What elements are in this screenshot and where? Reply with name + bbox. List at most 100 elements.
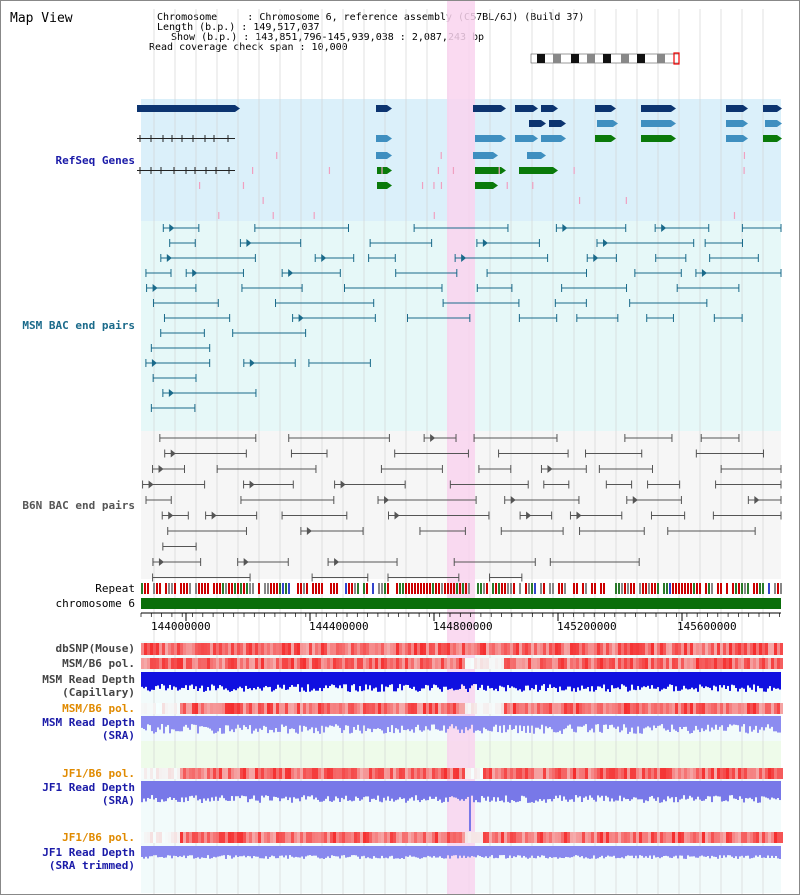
b6n-bac-pair-arrow [243,558,249,566]
jf1-depth-sra-bar [707,781,709,797]
msm-pol-heat [585,658,588,669]
jf1-depth-trim-bar [587,846,589,859]
jf1-pol-heat [429,768,432,779]
msm-depth-capillary-bar [671,672,673,685]
msm-pol-heat [192,658,195,669]
jf1-depth-trim-bar [227,846,229,856]
repeat-element [435,583,437,594]
msm-pol-heat [243,658,246,669]
msm-depth-capillary-bar [449,672,451,690]
msm-depth-sra-bar [271,716,273,730]
msm-pol-heat [423,658,426,669]
msm-pol-heat [345,658,348,669]
jf1-depth-trim-bar [669,846,671,858]
jf1-depth-trim-bar [559,846,561,858]
repeat-element [219,583,221,594]
msm-pol-heat [729,658,732,669]
jf1-depth-sra-bar [441,781,443,803]
msm-depth-sra-bar [543,716,545,734]
jf1-pol2-heat [435,832,438,843]
jf1-depth-trim-bar [215,846,217,858]
dbsnp-heat [375,643,378,655]
jf1-depth-sra-bar [609,781,611,802]
msm-depth-capillary-bar [189,672,191,686]
jf1-pol2-heat [567,832,570,843]
jf1-depth-trim-bar [749,846,751,859]
jf1-pol2-heat [696,832,699,843]
jf1-pol-heat [375,768,378,779]
b6n-bac-label[interactable]: B6N BAC end pairs [22,499,135,512]
jf1-depth-sra-bar [379,781,381,802]
msm-depth-capillary-bar [485,672,487,691]
msm-depth-sra-bar [629,716,631,732]
jf1-pol2-heat [585,832,588,843]
msm-depth-sra-bar [195,716,197,725]
msm-pol2-heat [219,703,222,714]
jf1-pol-heat [540,768,543,779]
msm-bac-pair-arrow [321,254,327,262]
jf1-depth-sra-bar [303,781,305,796]
jf1-pol2-heat [693,832,696,843]
msm-depth-capillary-bar [681,672,683,690]
jf1-depth-trim-bar [653,846,655,856]
jf1-depth-trim-bar [535,846,537,859]
msm-pol2-heat [432,703,435,714]
msm-depth-capillary-bar [571,672,573,692]
jf1-pol-heat [402,768,405,779]
msm-pol-heat [378,658,381,669]
jf1-depth-sra-bar [503,781,505,803]
dbsnp-heat [729,643,732,655]
jf1-depth-trim-bar [443,846,445,859]
msm-depth-capillary-bar [347,672,349,692]
dbsnp-heat [588,643,591,655]
gene-strand-arrow [777,105,782,112]
jf1-depth-trim-bar [331,846,333,856]
msm-depth-capillary-bar [143,672,145,689]
jf1-depth-trim-bar [541,846,543,856]
jf1-depth-trim-bar [659,846,661,859]
msm-depth-capillary-bar [457,672,459,690]
jf1-depth-sra-bar [657,781,659,798]
dbsnp-heat [507,643,510,655]
jf1-depth-trim-sub: (SRA trimmed) [48,859,135,872]
jf1-pol-heat [438,768,441,779]
msm-depth-capillary-bar [343,672,345,685]
msm-depth-sra-bar [509,716,511,725]
msm-depth-capillary-bar [283,672,285,685]
msm-depth-capillary-bar [167,672,169,689]
msm-depth-sra-bar [429,716,431,731]
jf1-pol-heat [201,768,204,779]
refseq-genes-label[interactable]: RefSeq Genes [55,154,135,167]
msm-depth-capillary-bar [775,672,777,689]
jf1-pol-heat [546,768,549,779]
jf1-depth-sra-bar [203,781,205,799]
jf1-depth-sra-bar [737,781,739,801]
msm-depth-capillary-bar [419,672,421,691]
dbsnp-heat [639,643,642,655]
jf1-pol2-heat [144,832,147,843]
dbsnp-heat [705,643,708,655]
jf1-depth-sra-bar [455,781,457,798]
msm-pol-heat [162,658,165,669]
msm-depth-capillary-bar [551,672,553,688]
msm-depth-capillary-bar [589,672,591,692]
msm-depth-capillary-bar [625,672,627,687]
msm-depth-sra-bar [567,716,569,726]
msm-depth-sra-bar [557,716,559,733]
jf1-depth-trim-bar [281,846,283,856]
gene-strand-arrow [387,167,392,174]
jf1-depth-sra-bar [163,781,165,802]
jf1-depth-sra-bar [563,781,565,797]
jf1-depth-sra-bar [531,781,533,803]
jf1-depth-sra-bar [317,781,319,800]
msm-depth-sra-bar [225,716,227,726]
b6n-bac-pair-arrow [754,496,760,504]
repeat-element [738,583,740,594]
jf1-depth-sra-bar [409,781,411,799]
msm-pol-heat [312,658,315,669]
msm-bac-label[interactable]: MSM BAC end pairs [22,319,135,332]
jf1-pol2-heat [747,832,750,843]
dbsnp-heat [624,643,627,655]
msm-depth-capillary-bar [209,672,211,691]
